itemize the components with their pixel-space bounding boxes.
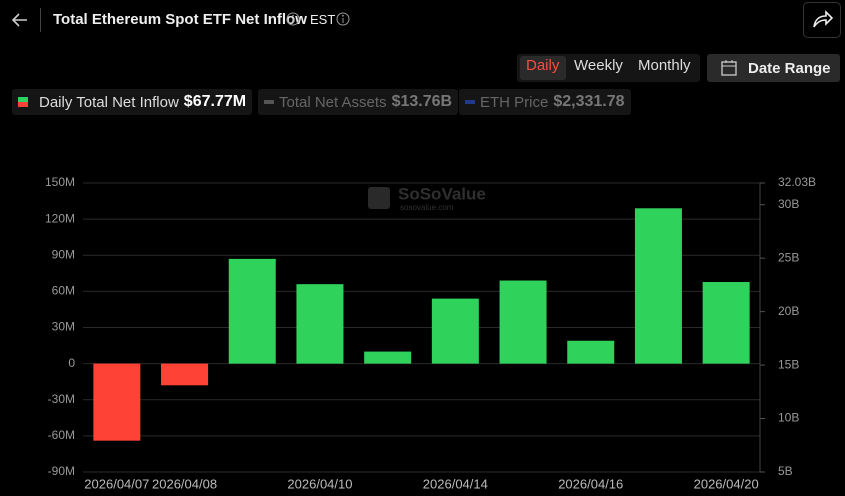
info-icon[interactable] xyxy=(286,12,300,26)
timezone: EST xyxy=(310,12,336,27)
legend-value: $67.77M xyxy=(183,93,247,110)
legend-value: $13.76B xyxy=(391,93,453,110)
y-tick-label: -90M xyxy=(48,464,75,478)
bar xyxy=(296,284,344,364)
y-tick-label: 0 xyxy=(68,356,75,370)
legend-value: $2,331.78 xyxy=(553,93,625,110)
legend-item[interactable]: Total Net Assets $13.76B xyxy=(258,89,459,115)
y2-tick-label: 15B xyxy=(778,357,799,371)
date-range-label: Date Range xyxy=(748,60,831,77)
info-icon[interactable] xyxy=(336,12,350,26)
tab[interactable]: Weekly xyxy=(574,57,623,74)
y-tick-label: -30M xyxy=(48,392,75,406)
legend-label: Total Net Assets xyxy=(279,93,387,111)
legend-swatch xyxy=(465,100,475,104)
y2-tick-label: 25B xyxy=(778,250,799,264)
back-button[interactable] xyxy=(10,10,30,30)
date-range-button[interactable]: Date Range xyxy=(707,54,840,82)
y-tick-label: 60M xyxy=(52,284,75,298)
bar xyxy=(228,258,276,364)
x-tick-label: 2026/04/20 xyxy=(694,476,759,491)
bar xyxy=(567,340,615,364)
watermark-site: sosovalue.com xyxy=(400,203,454,212)
x-tick-label: 2026/04/08 xyxy=(152,476,217,491)
legend-item[interactable]: Daily Total Net Inflow $67.77M xyxy=(12,89,253,115)
watermark: SoSoValue sosovalue.com xyxy=(368,184,486,212)
legend-item[interactable]: ETH Price $2,331.78 xyxy=(459,89,631,115)
bar xyxy=(702,282,750,364)
x-tick-label: 2026/04/07 xyxy=(84,476,149,491)
page-title: Total Ethereum Spot ETF Net Inflow xyxy=(53,11,307,28)
bar xyxy=(431,298,479,364)
share-button[interactable] xyxy=(803,2,841,38)
y-tick-label: 120M xyxy=(45,211,75,225)
y-tick-label: 30M xyxy=(52,320,75,334)
legend-label: ETH Price xyxy=(480,93,549,111)
bar xyxy=(634,208,682,364)
x-tick-label: 2026/04/14 xyxy=(423,476,488,491)
y2-tick-label: 20B xyxy=(778,304,799,318)
y2-tick-label: 32.03B xyxy=(778,175,816,189)
bar xyxy=(364,351,412,364)
y2-tick-label: 5B xyxy=(778,464,793,478)
y-tick-label: -60M xyxy=(48,428,75,442)
y2-tick-label: 10B xyxy=(778,411,799,425)
x-tick-label: 2026/04/16 xyxy=(558,476,623,491)
legend-label: Daily Total Net Inflow xyxy=(39,93,179,111)
legend-swatch xyxy=(264,100,274,104)
y-tick-label: 90M xyxy=(52,247,75,261)
active-tab-bg xyxy=(520,56,566,80)
bar xyxy=(93,363,141,441)
y2-tick-label: 30B xyxy=(778,197,799,211)
watermark-brand: SoSoValue xyxy=(398,184,486,203)
legend-swatch xyxy=(18,97,28,107)
bar xyxy=(499,280,547,364)
tab[interactable]: Monthly xyxy=(638,57,691,74)
divider xyxy=(40,8,41,32)
y-tick-label: 150M xyxy=(45,175,75,189)
x-tick-label: 2026/04/10 xyxy=(287,476,352,491)
tab[interactable]: Daily xyxy=(526,57,560,74)
bar xyxy=(161,363,209,386)
